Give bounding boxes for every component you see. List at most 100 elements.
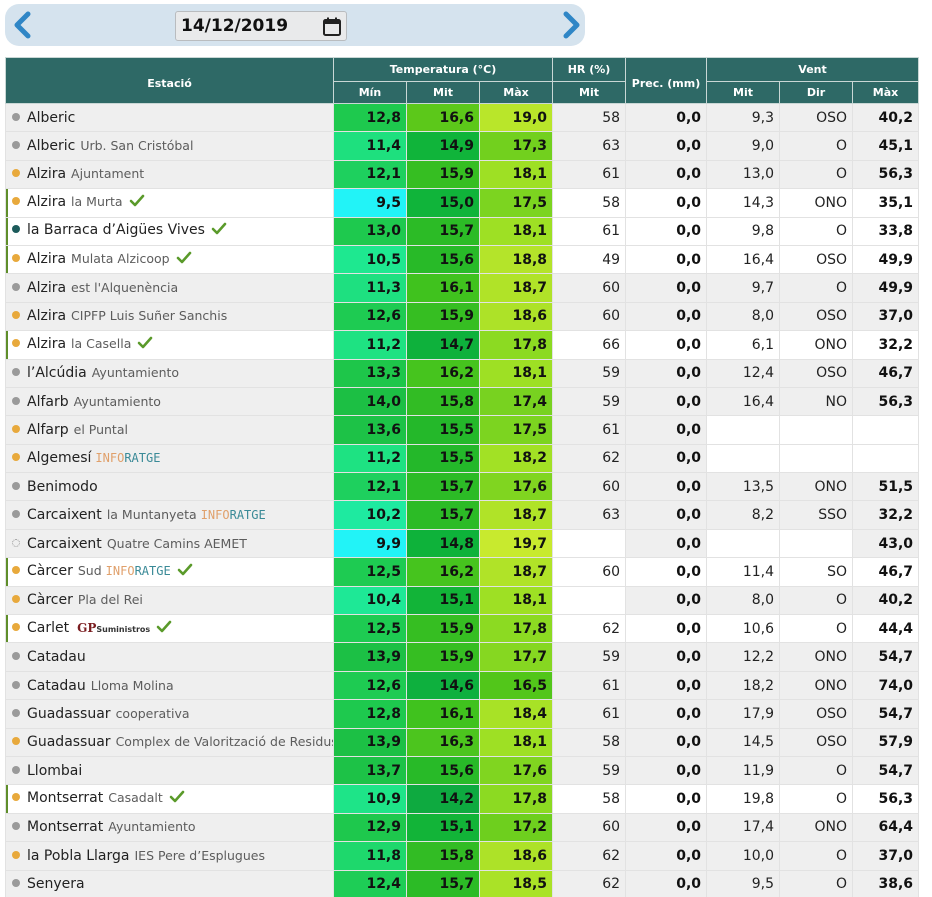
station-name[interactable]: Alfarp [27, 421, 69, 438]
station-name[interactable]: Alzira [27, 308, 67, 325]
header-humidity: HR (%) [552, 57, 627, 82]
station-cell[interactable]: Alzira la Casella [5, 330, 334, 360]
station-cell[interactable]: Alzira CIPFP Luis Suñer Sanchis [5, 301, 334, 332]
station-name[interactable]: Alzira [27, 280, 67, 297]
table-row[interactable]: Alzira Ajuntament 12,1 15,9 18,1 61 0,0 13,0 O 56… [5, 159, 920, 190]
table-row[interactable]: Càrcer Pla del Rei 10,4 15,1 18,1 0,0 8,0 O 40,2 [5, 585, 920, 616]
table-row[interactable]: l’Alcúdia Ayuntamiento 13,3 16,2 18,1 59 0,0 12… [5, 358, 920, 388]
table-row[interactable]: Carlet GPSuministros 12,5 15,9 17,8 62 0,0 10,6… [5, 614, 920, 644]
table-row[interactable]: Alzira la Casella 11,2 14,7 17,8 66 0,0 6,1 ONO 3… [5, 330, 920, 360]
station-cell[interactable]: Senyera [5, 869, 334, 897]
header-wind-mit[interactable]: Mit [706, 81, 781, 104]
table-row[interactable]: Alberic Urb. San Cristóbal 11,4 14,9 17,3 63 0… [5, 131, 920, 161]
calendar-icon[interactable] [323, 17, 341, 36]
station-name[interactable]: Carcaixent [27, 507, 102, 524]
table-row[interactable]: Carcaixent Quatre Camins AEMET 9,9 14,8 19,7… [5, 528, 920, 559]
station-cell[interactable]: Benimodo [5, 472, 334, 502]
station-cell[interactable]: Llombai [5, 755, 334, 786]
header-temp-mit[interactable]: Mit [406, 81, 480, 104]
header-temp-max[interactable]: Màx [478, 81, 554, 104]
station-name[interactable]: Guadassuar [27, 705, 111, 722]
station-cell[interactable]: Catadau [5, 642, 334, 672]
station-cell[interactable]: Algemesí INFORATGE [5, 443, 334, 474]
station-cell[interactable]: Alzira Mulata Alzicoop [5, 244, 334, 275]
station-cell[interactable]: Alzira est l'Alquenència [5, 273, 334, 303]
table-row[interactable]: Algemesí INFORATGE 11,2 15,5 18,2 62 0,0 [5, 443, 920, 474]
station-name[interactable]: Montserrat [27, 790, 104, 807]
table-row[interactable]: Montserrat Ayuntamiento 12,9 15,1 17,2 60 0,0 1… [5, 812, 920, 843]
station-name[interactable]: Carcaixent [27, 535, 102, 552]
station-name[interactable]: Guadassuar [27, 734, 111, 751]
station-name[interactable]: Algemesí [27, 450, 92, 467]
station-cell[interactable]: Càrcer Sud INFORATGE [5, 557, 334, 587]
station-name[interactable]: Alberic [27, 138, 76, 155]
station-cell[interactable]: Carcaixent Quatre Camins AEMET [5, 528, 334, 559]
station-cell[interactable]: l’Alcúdia Ayuntamiento [5, 358, 334, 388]
station-cell[interactable]: Alberic [5, 102, 334, 133]
table-row[interactable]: Guadassuar Complex de Valorització de Res… [5, 727, 920, 757]
table-row[interactable]: Catadau Lloma Molina 12,6 14,6 16,5 61 0,0 18,2… [5, 670, 920, 701]
table-row[interactable]: la Pobla Llarga IES Pere d’Esplugues 11,8 1… [5, 841, 920, 871]
station-cell[interactable]: Guadassuar Complex de Valorització de Res… [5, 727, 334, 757]
station-cell[interactable]: Catadau Lloma Molina [5, 670, 334, 701]
station-name[interactable]: Catadau [27, 649, 86, 666]
station-name[interactable]: Catadau [27, 677, 86, 694]
table-row[interactable]: la Barraca d’Aigües Vives 13,0 15,7 18,1 61 0… [5, 216, 920, 246]
next-day-button[interactable] [558, 11, 584, 39]
temp-mit-cell: 14,9 [406, 131, 480, 161]
station-name[interactable]: Alberic [27, 109, 76, 126]
station-name[interactable]: Alzira [27, 335, 67, 352]
station-name[interactable]: Càrcer [27, 562, 73, 579]
previous-day-button[interactable] [10, 11, 36, 39]
station-cell[interactable]: Montserrat Ayuntamiento [5, 812, 334, 843]
station-cell[interactable]: Alzira Ajuntament [5, 159, 334, 190]
station-cell[interactable]: Carlet GPSuministros [5, 614, 334, 644]
table-row[interactable]: Alzira Mulata Alzicoop 10,5 15,6 18,8 49 0,0 16… [5, 244, 920, 275]
table-row[interactable]: Llombai 13,7 15,6 17,6 59 0,0 11,9 O 54,7 [5, 755, 920, 786]
header-hr-mit[interactable]: Mit [552, 81, 627, 104]
station-name[interactable]: Llombai [27, 762, 83, 779]
station-name[interactable]: Alfarb [27, 393, 69, 410]
station-cell[interactable]: Alberic Urb. San Cristóbal [5, 131, 334, 161]
header-station[interactable]: Estació [5, 57, 334, 104]
table-row[interactable]: Alfarp el Puntal 13,6 15,5 17,5 61 0,0 [5, 415, 920, 445]
table-row[interactable]: Catadau 13,9 15,9 17,7 59 0,0 12,2 ONO 54,7 [5, 642, 920, 672]
table-row[interactable]: Montserrat Casadalt 10,9 14,2 17,8 58 0,0 19,8 O… [5, 784, 920, 814]
station-cell[interactable]: la Pobla Llarga IES Pere d’Esplugues [5, 841, 334, 871]
table-row[interactable]: Guadassuar cooperativa 12,8 16,1 18,4 61 0,0 17… [5, 699, 920, 729]
station-name[interactable]: Carlet [27, 619, 70, 636]
temp-mit-cell: 14,6 [406, 670, 480, 701]
header-precipitation[interactable]: Prec. (mm) [625, 57, 708, 104]
station-name[interactable]: Alzira [27, 250, 67, 267]
date-input[interactable]: 14/12/2019 [175, 11, 347, 41]
table-row[interactable]: Alberic 12,8 16,6 19,0 58 0,0 9,3 OSO 40,2 [5, 102, 920, 133]
station-name[interactable]: la Pobla Llarga [27, 847, 130, 864]
table-row[interactable]: Alzira la Murta 9,5 15,0 17,5 58 0,0 14,3 ONO 35,… [5, 188, 920, 218]
station-cell[interactable]: Montserrat Casadalt [5, 784, 334, 814]
table-row[interactable]: Alzira CIPFP Luis Suñer Sanchis 12,6 15,9 18… [5, 301, 920, 332]
station-cell[interactable]: Carcaixent la Muntanyeta INFORATGE [5, 500, 334, 530]
header-wind-dir[interactable]: Dir [779, 81, 854, 104]
station-name[interactable]: l’Alcúdia [27, 365, 87, 382]
header-temp-min[interactable]: Mín [333, 81, 407, 104]
station-name[interactable]: Benimodo [27, 478, 98, 495]
station-cell[interactable]: Càrcer Pla del Rei [5, 585, 334, 616]
station-cell[interactable]: Alfarb Ayuntamiento [5, 386, 334, 417]
table-row[interactable]: Alzira est l'Alquenència 11,3 16,1 18,7 60 0,0… [5, 273, 920, 303]
station-cell[interactable]: Guadassuar cooperativa [5, 699, 334, 729]
station-name[interactable]: la Barraca d’Aigües Vives [27, 222, 205, 239]
table-row[interactable]: Carcaixent la Muntanyeta INFORATGE 10,2 15,7… [5, 500, 920, 530]
station-name[interactable]: Alzira [27, 166, 67, 183]
station-cell[interactable]: Alzira la Murta [5, 188, 334, 218]
station-name[interactable]: Montserrat [27, 819, 104, 836]
header-wind-max[interactable]: Màx [852, 81, 920, 104]
station-name[interactable]: Càrcer [27, 592, 73, 609]
station-name[interactable]: Senyera [27, 876, 85, 893]
station-cell[interactable]: Alfarp el Puntal [5, 415, 334, 445]
table-row[interactable]: Càrcer Sud INFORATGE 12,5 16,2 18,7 60 0,0 11,4 S… [5, 557, 920, 587]
station-name[interactable]: Alzira [27, 193, 67, 210]
table-row[interactable]: Senyera 12,4 15,7 18,5 62 0,0 9,5 O 38,6 [5, 869, 920, 897]
table-row[interactable]: Benimodo 12,1 15,7 17,6 60 0,0 13,5 ONO 51,5 [5, 472, 920, 502]
station-cell[interactable]: la Barraca d’Aigües Vives [5, 216, 334, 246]
table-row[interactable]: Alfarb Ayuntamiento 14,0 15,8 17,4 59 0,0 16,4 N… [5, 386, 920, 417]
